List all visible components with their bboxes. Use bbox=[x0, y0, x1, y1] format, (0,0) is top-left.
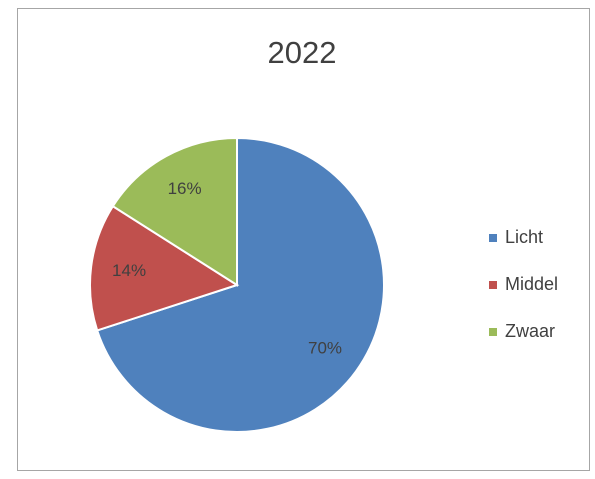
legend-label: Licht bbox=[505, 227, 543, 247]
legend-marker bbox=[489, 281, 497, 289]
chart-title: 2022 bbox=[268, 35, 337, 70]
legend-label: Middel bbox=[505, 274, 558, 294]
legend-label: Zwaar bbox=[505, 321, 555, 341]
pie-slice bbox=[95, 136, 385, 433]
legend-marker bbox=[489, 234, 497, 242]
data-label: 14% bbox=[112, 261, 146, 280]
pie-slice bbox=[89, 204, 240, 332]
legend-marker bbox=[489, 328, 497, 336]
pie-slice bbox=[111, 136, 238, 287]
data-label: 16% bbox=[168, 179, 202, 198]
data-label: 70% bbox=[308, 338, 342, 357]
